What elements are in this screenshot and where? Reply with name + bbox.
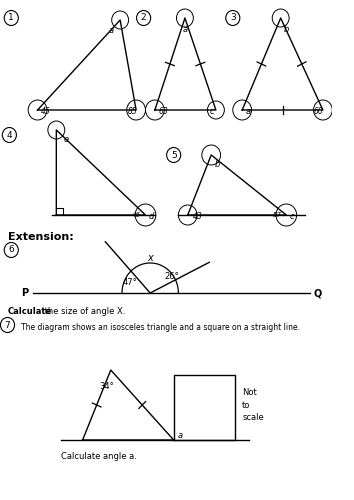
Text: 34°: 34° xyxy=(99,382,114,391)
Text: 57: 57 xyxy=(273,212,281,218)
Text: 60: 60 xyxy=(313,107,323,116)
Text: a: a xyxy=(246,107,251,116)
Text: Q: Q xyxy=(314,288,322,298)
Text: 43: 43 xyxy=(193,212,202,221)
Text: 6: 6 xyxy=(8,246,14,254)
Text: 5: 5 xyxy=(171,150,177,160)
Text: 7: 7 xyxy=(5,320,10,330)
Text: P: P xyxy=(21,288,28,298)
Text: 85: 85 xyxy=(127,107,137,116)
Text: 3: 3 xyxy=(230,14,236,22)
Text: b: b xyxy=(215,160,220,169)
Text: Calculate: Calculate xyxy=(7,307,52,316)
Text: Not
to
scale: Not to scale xyxy=(242,388,264,422)
Text: The diagram shows an isosceles triangle and a square on a straight line.: The diagram shows an isosceles triangle … xyxy=(21,322,299,332)
Text: c: c xyxy=(210,107,215,116)
Text: Calculate angle a.: Calculate angle a. xyxy=(61,452,137,461)
Text: 4: 4 xyxy=(7,130,12,140)
Text: a: a xyxy=(182,25,188,34)
Text: 45: 45 xyxy=(40,107,50,116)
Text: 63: 63 xyxy=(159,107,169,116)
Text: a: a xyxy=(177,430,183,440)
Text: 1: 1 xyxy=(8,14,14,22)
Text: 47°: 47° xyxy=(122,278,137,287)
Text: 2: 2 xyxy=(141,14,147,22)
Text: d: d xyxy=(148,212,154,221)
Text: e: e xyxy=(64,135,69,144)
Text: b: b xyxy=(284,25,289,34)
Text: x: x xyxy=(147,253,153,263)
Text: a: a xyxy=(109,26,114,35)
Text: c: c xyxy=(289,212,294,221)
Text: Extension:: Extension: xyxy=(7,232,73,242)
Text: 26°: 26° xyxy=(164,272,179,281)
Text: the size of angle X.: the size of angle X. xyxy=(42,307,126,316)
Text: 46: 46 xyxy=(132,212,141,218)
